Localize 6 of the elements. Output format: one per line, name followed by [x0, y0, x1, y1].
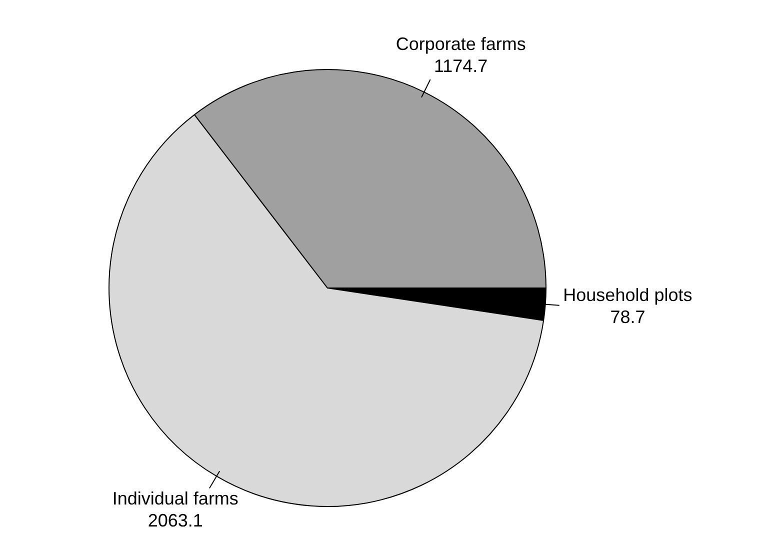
slice-label: Individual farms [112, 488, 238, 509]
data-label: 78.7 [610, 307, 646, 328]
slice-label: Household plots [563, 285, 692, 306]
data-label: 1174.7 [434, 56, 488, 76]
data-label: 2063.1 [148, 510, 203, 531]
slice-label: Corporate farms [396, 34, 526, 54]
